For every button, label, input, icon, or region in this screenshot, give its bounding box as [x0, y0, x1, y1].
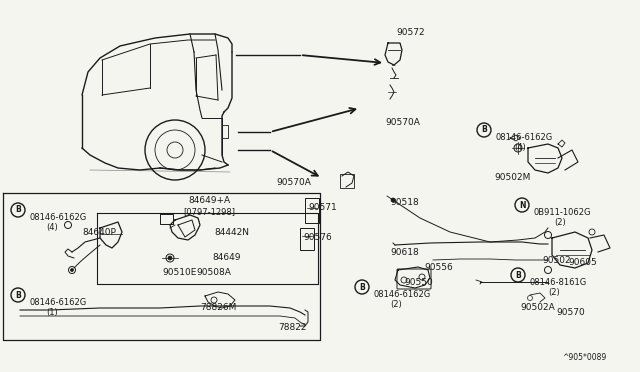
Text: 90508A: 90508A — [196, 268, 231, 277]
Text: 84640P: 84640P — [82, 228, 116, 237]
Text: 90570A: 90570A — [385, 118, 420, 127]
Text: 90572: 90572 — [396, 28, 424, 37]
Bar — [305, 198, 319, 223]
Text: ─: ─ — [392, 64, 395, 69]
Text: B: B — [359, 282, 365, 292]
Text: 90556: 90556 — [424, 263, 452, 272]
Text: 08146-6162G: 08146-6162G — [374, 290, 431, 299]
Text: (2): (2) — [390, 300, 402, 309]
Text: B: B — [481, 125, 487, 135]
Text: 90576: 90576 — [303, 233, 332, 242]
Text: (4): (4) — [514, 143, 525, 152]
Text: 90502: 90502 — [542, 256, 571, 265]
Text: 0B911-1062G: 0B911-1062G — [534, 208, 591, 217]
Text: 78826M: 78826M — [200, 303, 236, 312]
Text: 90518: 90518 — [390, 198, 419, 207]
Text: 90510E: 90510E — [162, 268, 196, 277]
Text: 84649+A: 84649+A — [188, 196, 230, 205]
Text: 08146-6162G: 08146-6162G — [30, 213, 87, 222]
Bar — [340, 174, 354, 188]
Text: 90571: 90571 — [308, 203, 337, 212]
Text: 84442N: 84442N — [214, 228, 249, 237]
Bar — [300, 228, 314, 250]
Text: B: B — [515, 270, 521, 279]
Text: (4): (4) — [46, 223, 58, 232]
Circle shape — [391, 198, 395, 202]
Text: 78822: 78822 — [278, 323, 307, 332]
Text: (2): (2) — [554, 218, 566, 227]
Text: 90605: 90605 — [568, 258, 596, 267]
Text: ^905*0089: ^905*0089 — [562, 353, 606, 362]
Text: B: B — [15, 291, 21, 299]
Text: N: N — [519, 201, 525, 209]
Text: (2): (2) — [548, 288, 560, 297]
Text: B: B — [15, 205, 21, 215]
Text: 08146-8161G: 08146-8161G — [530, 278, 588, 287]
Text: 90570: 90570 — [556, 308, 585, 317]
Text: 90550: 90550 — [404, 278, 433, 287]
Text: 84649: 84649 — [212, 253, 241, 262]
Text: 90618: 90618 — [390, 248, 419, 257]
Text: [0797-1298]: [0797-1298] — [183, 207, 235, 216]
Text: 90502M: 90502M — [494, 173, 531, 182]
Text: 90502A: 90502A — [520, 303, 555, 312]
Circle shape — [70, 269, 74, 272]
Circle shape — [168, 256, 172, 260]
Text: 08146-6162G: 08146-6162G — [496, 133, 553, 142]
Text: 08146-6162G: 08146-6162G — [30, 298, 87, 307]
Text: (1): (1) — [46, 308, 58, 317]
Text: 90570A: 90570A — [276, 178, 311, 187]
